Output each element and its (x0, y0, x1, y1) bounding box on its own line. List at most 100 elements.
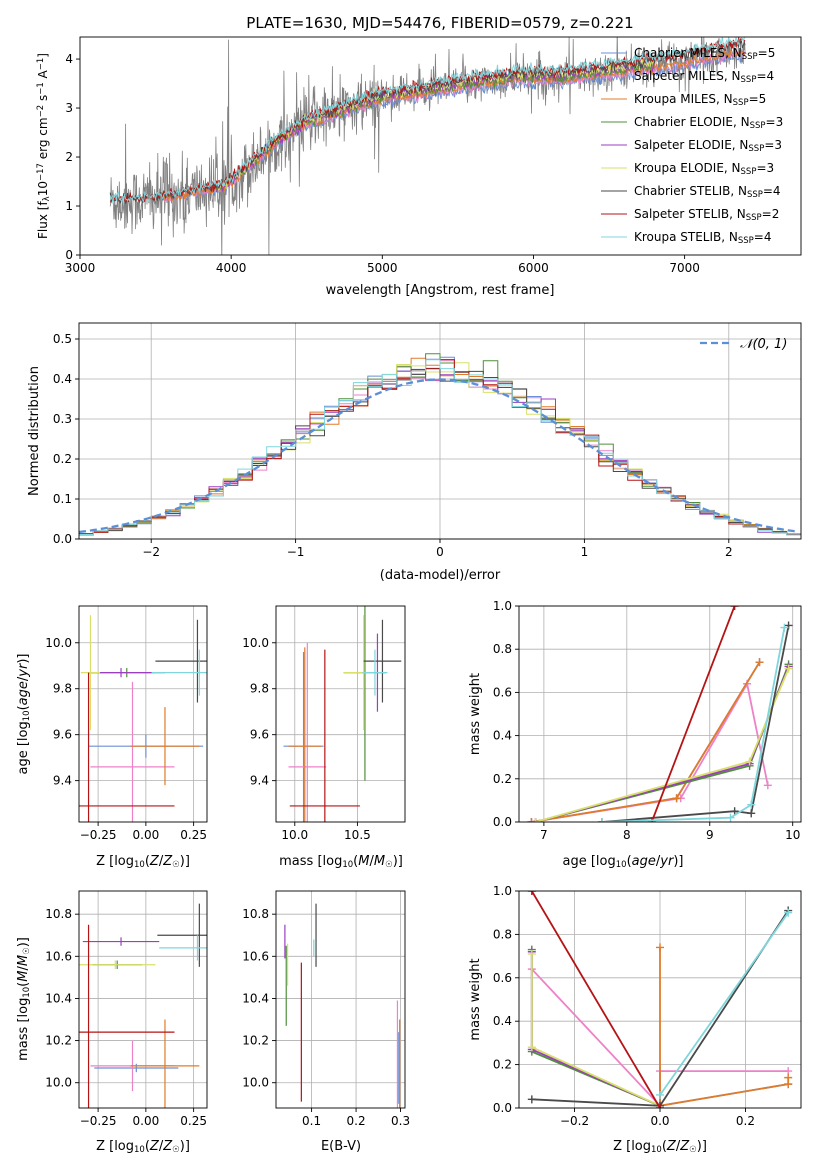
weight-line-chabrier-elodie (535, 663, 790, 822)
x-tick-label: 10.5 (344, 828, 371, 842)
errorbar-point (79, 960, 156, 969)
y-tick-label: 0.1 (53, 492, 72, 506)
x-tick-label: 0.1 (302, 1114, 321, 1128)
y-tick-label: 0.2 (53, 452, 72, 466)
label-part: / (656, 854, 661, 869)
y-axis-label: Flux [fλ10−17 erg cm−2 s−1 A−1] (36, 53, 52, 239)
label-part: age (632, 854, 656, 869)
axes: −0.2 0.0 0.2 0.0 0.2 0.4 0.6 0.8 1.0 (493, 884, 802, 1128)
y-tick-label: 10.6 (242, 949, 269, 963)
label-part: =3 (756, 161, 774, 175)
label-part: Z [log (613, 1139, 651, 1154)
label-part: Z (666, 1139, 677, 1154)
axes-frame (275, 890, 406, 1109)
y-tick-label: 10.4 (242, 991, 269, 1005)
errorbar-point (90, 681, 175, 822)
label-part: 10 (22, 987, 32, 998)
label-part: SSP (742, 52, 758, 62)
x-tick-label: 7000 (669, 261, 700, 275)
x-tick-label: 6000 (518, 261, 549, 275)
axes-frame (79, 36, 802, 256)
chart-weight_vs_age: 7 8 9 10 0.0 0.2 0.4 0.6 0.8 1.0 (493, 599, 802, 842)
y-axis-label: mass weight (468, 673, 483, 755)
normal-reference-curve (79, 378, 799, 534)
y-tick-label: 1 (65, 199, 73, 213)
errorbar-point (130, 707, 200, 786)
y-tick-label: 9.8 (53, 682, 72, 696)
y-tick-label: 10.4 (45, 991, 72, 1005)
label-part: 10 (22, 710, 32, 721)
x-axis-label: age [log10(age/yr)] (563, 854, 684, 870)
x-tick-label: 3000 (65, 261, 96, 275)
y-tick-label: 0.2 (493, 772, 512, 786)
label-part: Z (162, 1139, 173, 1154)
label-part: M (16, 955, 31, 966)
plus-marker (745, 757, 754, 766)
weight-line-kroupa-miles (659, 947, 790, 1107)
grid-lines (79, 891, 207, 1108)
errorbar-point (155, 619, 207, 703)
y-tick-label: 0.0 (53, 532, 72, 546)
errorbar-point (151, 649, 207, 696)
y-tick-label: 4 (65, 52, 73, 66)
y-tick-label: 0.4 (493, 729, 512, 743)
label-part: Chabrier MILES, N (634, 46, 742, 60)
label-part: )] (180, 854, 190, 869)
label-part: / (16, 676, 31, 681)
plot-area (284, 903, 401, 1108)
weight-line-kroupa-stelib (601, 627, 786, 822)
label-part: age (16, 681, 31, 705)
plus-marker (527, 949, 536, 958)
label-part: Z (679, 1139, 690, 1154)
label-part: =2 (762, 207, 780, 221)
errorbar-point (157, 903, 207, 967)
weight-line-kroupa-miles (531, 661, 761, 822)
x-tick-label: 9 (706, 828, 714, 842)
axes: −0.25 0.00 0.25 9.4 9.6 9.8 10.0 (45, 605, 208, 842)
label-part: / (676, 1139, 681, 1154)
label-part: / (16, 966, 31, 971)
y-tick-label: 10.8 (242, 907, 269, 921)
label-part: )] (673, 854, 683, 869)
plus-marker (784, 908, 793, 917)
weight-line-chabrier-miles (531, 661, 761, 822)
plus-marker (656, 943, 664, 952)
x-axis-label: wavelength [Angstrom, rest frame] (326, 283, 555, 298)
plus-marker (747, 800, 756, 809)
label-part: =5 (758, 46, 776, 60)
x-tick-label: 0.0 (650, 1114, 669, 1128)
y-tick-label: 3 (65, 101, 73, 115)
errorbar-point (289, 649, 360, 822)
errorbar-point (288, 642, 327, 822)
plot-area (283, 606, 402, 822)
label-part: =4 (756, 69, 774, 83)
y-axis-label: Normed distribution (27, 366, 42, 496)
y-tick-label: 0 (65, 248, 73, 262)
errorbar-point (288, 647, 322, 822)
plus-marker (730, 807, 739, 816)
plus-marker (730, 606, 739, 610)
y-tick-label: 0.2 (493, 1058, 512, 1072)
label-part: SSP (733, 98, 749, 108)
label-part: M (358, 854, 369, 869)
x-tick-label: −0.25 (80, 828, 117, 842)
histogram-kroupa-stelib (79, 359, 801, 536)
x-tick-label: 0.25 (180, 828, 207, 842)
y-tick-label: 10.8 (45, 907, 72, 921)
label-part: 10 (342, 860, 353, 870)
y-tick-label: 0.0 (493, 815, 512, 829)
x-tick-label: 0 (436, 545, 444, 559)
label-part: =3 (764, 138, 782, 152)
label-part: ☉ (689, 1145, 697, 1155)
label-part: ( (662, 1139, 667, 1154)
chart-spectrum: 3000 4000 5000 6000 7000 0 1 2 3 4 Chabrier MILES,… (65, 36, 802, 275)
x-tick-label: 0.25 (180, 1114, 207, 1128)
label-part: Flux [f (36, 201, 50, 239)
y-tick-label: 10.0 (45, 1076, 72, 1090)
plus-marker (531, 818, 540, 822)
x-axis-label: Z [log10(Z/Z☉)] (96, 1139, 190, 1155)
label-part: ☉ (172, 1145, 180, 1155)
label-part: ( (16, 705, 31, 710)
x-tick-label: 10 (785, 828, 800, 842)
label-part: SSP (747, 190, 763, 200)
